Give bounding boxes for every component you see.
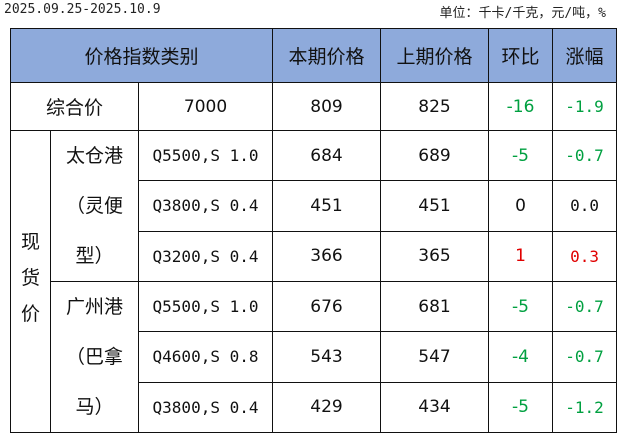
header-change: 环比 — [488, 28, 554, 83]
change: -5 — [488, 129, 554, 182]
spec: Q3800,S 0.4 — [137, 381, 274, 433]
table-row: Q3800,S 0.4 429 434 -5 -1.2 — [11, 381, 618, 433]
spec: Q3200,S 0.4 — [137, 230, 274, 283]
pct: -1.9 — [552, 82, 618, 131]
port-name-line: （灵便 — [65, 195, 123, 217]
spec: Q5500,S 1.0 — [137, 280, 274, 333]
pct: -1.2 — [552, 381, 618, 433]
table-row: 现货价 太仓港 （灵便型） Q5500,S 1.0 684 689 -5 -0.7 — [10, 129, 618, 433]
current-price: 366 — [272, 230, 382, 283]
port-name-line: 型） — [75, 245, 114, 267]
table-row: Q3200,S 0.4 366 365 1 0.3 — [11, 230, 618, 283]
pct: -0.7 — [552, 280, 618, 333]
current-price: 451 — [272, 180, 382, 232]
table-row: 广州港 （巴拿马） Q5500,S 1.0 676 681 -5 -0.7 — [11, 280, 618, 433]
spec: Q4600,S 0.8 — [137, 331, 274, 383]
table-row: Q4600,S 0.8 543 547 -4 -0.7 — [11, 331, 618, 383]
current-price: 809 — [272, 82, 382, 131]
table-row: 综合价 7000 809 825 -16 -1.9 — [10, 82, 618, 131]
previous-price: 689 — [380, 129, 490, 182]
composite-label: 综合价 — [10, 82, 139, 131]
price-index-table: 价格指数类别 本期价格 上期价格 环比 涨幅 综合价 7000 809 825 … — [9, 28, 618, 433]
port-name-line: 广州港 — [65, 296, 123, 318]
date-range: 2025.09.25-2025.10.9 — [4, 2, 161, 17]
pct: -0.7 — [552, 129, 618, 182]
port-name: 太仓港 （灵便型） — [50, 130, 139, 282]
current-price: 676 — [272, 280, 382, 333]
previous-price: 681 — [380, 280, 490, 333]
spec: Q5500,S 1.0 — [137, 129, 274, 182]
change: 1 — [488, 230, 554, 283]
current-price: 429 — [272, 381, 382, 433]
spec: Q3800,S 0.4 — [137, 180, 274, 232]
header-pct: 涨幅 — [552, 28, 618, 83]
change: -4 — [488, 331, 554, 383]
port-name: 广州港 （巴拿马） — [50, 281, 139, 433]
change: 0 — [488, 180, 554, 232]
previous-price: 547 — [380, 331, 490, 383]
table-row: Q3800,S 0.4 451 451 0 0.0 — [11, 180, 618, 232]
spot-label: 现货价 — [10, 130, 51, 433]
previous-price: 365 — [380, 230, 490, 283]
port-name-line: 太仓港 — [65, 145, 123, 167]
header-previous: 上期价格 — [380, 28, 490, 83]
pct: 0.0 — [552, 180, 618, 232]
pct: -0.7 — [552, 331, 618, 383]
change: -5 — [488, 381, 554, 433]
composite-spec: 7000 — [137, 82, 274, 131]
header-category: 价格指数类别 — [9, 28, 274, 83]
port-name-line: （巴拿 — [65, 346, 123, 368]
change: -5 — [488, 280, 554, 333]
header-current: 本期价格 — [272, 28, 382, 83]
unit-label: 单位：千卡/千克，元/吨，% — [439, 6, 606, 21]
port-name-line: 马） — [75, 396, 114, 418]
header-row: 价格指数类别 本期价格 上期价格 环比 涨幅 — [9, 28, 618, 83]
previous-price: 451 — [380, 180, 490, 232]
current-price: 543 — [272, 331, 382, 383]
previous-price: 434 — [380, 381, 490, 433]
change: -16 — [488, 82, 554, 131]
previous-price: 825 — [380, 82, 490, 131]
current-price: 684 — [272, 129, 382, 182]
pct: 0.3 — [552, 230, 618, 283]
